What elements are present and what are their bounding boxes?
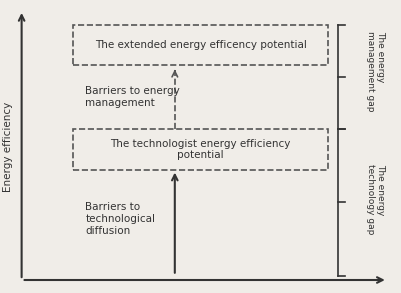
Text: The energy
technology gap: The energy technology gap (366, 163, 385, 234)
Text: Barriers to
technological
diffusion: Barriers to technological diffusion (85, 202, 155, 236)
Text: Barriers to energy
management: Barriers to energy management (85, 86, 180, 108)
Text: The energy
management gap: The energy management gap (366, 31, 385, 111)
Text: Energy efficiency: Energy efficiency (3, 101, 13, 192)
Text: The technologist energy efficiency
potential: The technologist energy efficiency poten… (111, 139, 291, 160)
Text: The extended energy efficency potential: The extended energy efficency potential (95, 40, 307, 50)
